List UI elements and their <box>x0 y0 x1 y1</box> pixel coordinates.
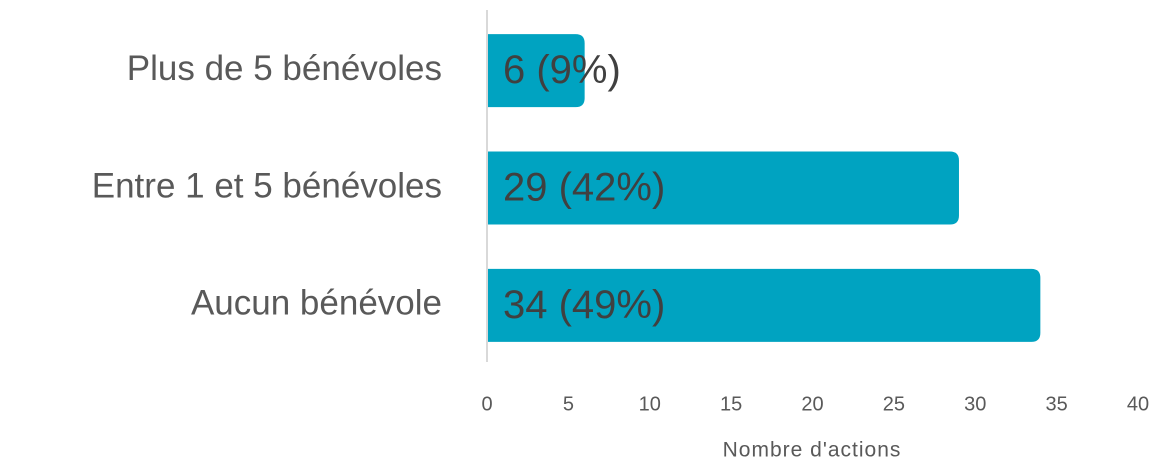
value-label: 6 (9%) <box>503 48 621 92</box>
category-label: Plus de 5 bénévoles <box>127 49 442 88</box>
x-tick-label: 40 <box>1127 393 1149 415</box>
x-tick-label: 25 <box>883 393 905 415</box>
x-tick-label: 20 <box>801 393 823 415</box>
bar <box>487 268 1041 342</box>
x-tick-label: 35 <box>1046 393 1068 415</box>
x-tick-label: 0 <box>481 393 492 415</box>
category-label: Entre 1 et 5 bénévoles <box>92 166 442 205</box>
bar <box>487 151 959 225</box>
category-label: Aucun bénévole <box>191 284 442 323</box>
value-label: 34 (49%) <box>503 283 665 327</box>
x-tick-label: 30 <box>964 393 986 415</box>
bar <box>487 34 585 108</box>
x-tick-label: 5 <box>563 393 574 415</box>
value-label: 29 (42%) <box>503 166 665 210</box>
x-tick-label: 10 <box>639 393 661 415</box>
x-axis-label: Nombre d'actions <box>723 439 902 462</box>
x-tick-label: 15 <box>720 393 742 415</box>
